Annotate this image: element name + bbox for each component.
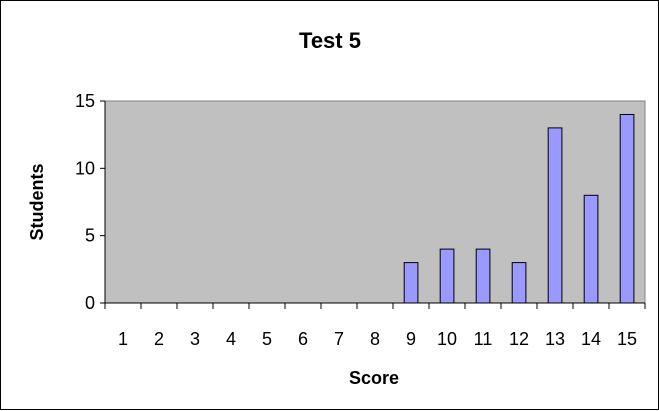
x-tick-label-4: 4 bbox=[226, 329, 236, 349]
x-tick-label-15: 15 bbox=[617, 329, 637, 349]
bar-13 bbox=[547, 127, 563, 304]
plot-area bbox=[104, 100, 646, 304]
bar-14 bbox=[583, 194, 599, 304]
x-tick-label-2: 2 bbox=[154, 329, 164, 349]
y-axis-title: Students bbox=[27, 163, 47, 240]
bar-15 bbox=[619, 114, 635, 304]
x-tick-label-13: 13 bbox=[545, 329, 565, 349]
bars-group bbox=[403, 114, 635, 304]
x-tick-label-6: 6 bbox=[298, 329, 308, 349]
x-tick-label-14: 14 bbox=[581, 329, 601, 349]
axes-group bbox=[104, 101, 645, 304]
x-tick-label-1: 1 bbox=[118, 329, 128, 349]
bar-12 bbox=[511, 262, 527, 304]
y-tick-label-10: 10 bbox=[75, 158, 95, 178]
x-tick-label-11: 11 bbox=[474, 329, 493, 349]
x-tick-label-9: 9 bbox=[406, 329, 416, 349]
y-tick-label-5: 5 bbox=[85, 226, 95, 246]
bar-11 bbox=[475, 248, 491, 304]
y-tick-label-15: 15 bbox=[75, 91, 95, 111]
x-tick-label-12: 12 bbox=[509, 329, 529, 349]
x-tick-label-3: 3 bbox=[190, 329, 200, 349]
y-tick-label-0: 0 bbox=[85, 293, 95, 313]
x-tick-label-10: 10 bbox=[437, 329, 457, 349]
bar-10 bbox=[439, 248, 455, 304]
x-tick-label-8: 8 bbox=[370, 329, 380, 349]
x-axis-title: Score bbox=[349, 368, 399, 388]
x-tick-label-5: 5 bbox=[262, 329, 272, 349]
bar-9 bbox=[403, 262, 419, 304]
chart-title: Test 5 bbox=[299, 28, 361, 53]
x-tick-label-7: 7 bbox=[334, 329, 344, 349]
